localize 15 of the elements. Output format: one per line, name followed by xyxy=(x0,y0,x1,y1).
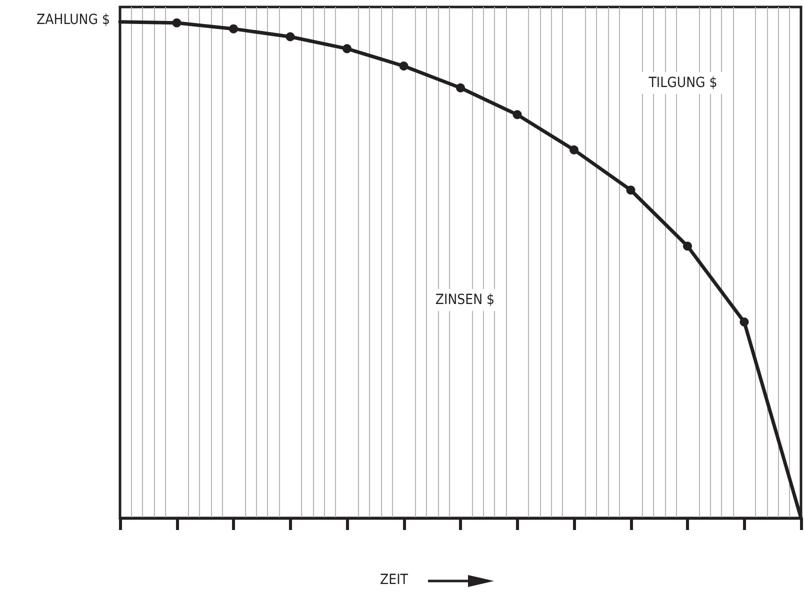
point xyxy=(740,318,749,327)
x-axis-title: ZEIT xyxy=(380,572,408,588)
y-axis-title: ZAHLUNG $ xyxy=(36,12,110,28)
point xyxy=(229,24,238,34)
point xyxy=(512,110,522,120)
point xyxy=(172,18,182,28)
point xyxy=(456,83,465,92)
point xyxy=(286,32,295,42)
point xyxy=(626,186,636,195)
annotation: ZINSEN $ xyxy=(435,292,495,308)
point xyxy=(683,242,692,251)
point xyxy=(399,62,408,71)
annotation: TILGUNG $ xyxy=(648,75,718,91)
point xyxy=(342,44,352,54)
point xyxy=(570,145,578,154)
